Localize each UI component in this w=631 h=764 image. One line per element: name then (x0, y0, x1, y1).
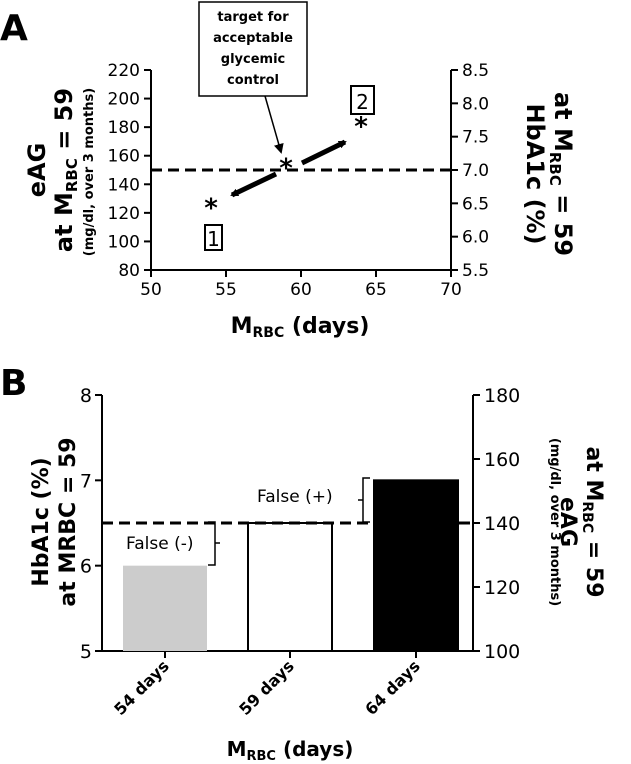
panel-a-y2tick-label: 7.5 (462, 128, 489, 148)
panel-b-y2tick-label: 180 (484, 385, 520, 407)
panel-a-point: * (204, 193, 218, 223)
panel-b-left-ticks: 5 6 7 8 (80, 385, 102, 663)
panel-a-point: * (279, 153, 293, 183)
panel-b-bar (373, 479, 459, 653)
panel-a-ytick-label: 200 (108, 90, 140, 110)
panel-b-bar (247, 522, 333, 652)
panel-a-box-2-label: 2 (356, 90, 369, 114)
panel-a-box-2 (350, 85, 375, 115)
panel-b-ytick-label: 6 (80, 556, 92, 578)
panel-a-ytick-label: 160 (108, 147, 140, 167)
panel-a-ytick-label: 140 (108, 175, 140, 195)
panel-a-y2tick-label: 6.0 (462, 228, 489, 248)
panel-a-ytick-label: 80 (118, 261, 140, 281)
panel-a-target-line1: target for (217, 10, 289, 25)
panel-a-target-box (198, 1, 308, 97)
panel-a-xtick-label: 55 (215, 280, 237, 300)
panel-b-false-negative-bracket (208, 521, 220, 566)
panel-a-ytick-label: 100 (108, 232, 140, 252)
panel-a-arrow-to-1 (230, 171, 278, 198)
panel-a-arrow-to-2 (300, 139, 347, 166)
panel-b-x-ticks: 54 days 59 days 64 days (110, 651, 424, 719)
panel-a-y2tick-label: 8.5 (462, 61, 489, 81)
panel-b-xlabel: MRBC (days) (227, 737, 354, 764)
panel-b-y2tick-label: 100 (484, 641, 520, 663)
panel-b-false-negative-label: False (-) (126, 534, 193, 554)
panel-b-category-label: 64 days (361, 656, 424, 719)
panel-a-y2tick-label: 7.0 (462, 161, 489, 181)
panel-b-y2tick-label: 120 (484, 577, 520, 599)
panel-b-bars (123, 479, 459, 653)
panel-a-ytick-label: 180 (108, 118, 140, 138)
panel-b-right-ticks: 100 120 140 160 180 (473, 385, 520, 663)
panel-a-letter: A (0, 8, 28, 49)
panel-a-y2tick-label: 8.0 (462, 94, 489, 114)
panel-b-ytick-label: 7 (80, 470, 92, 492)
panel-a-y2label-line2: at MRBC = 59 (546, 92, 577, 256)
panel-a-box-1 (204, 224, 223, 251)
panel-a-target-line2: acceptable (213, 31, 293, 46)
panel-a-y2tick-label: 6.5 (462, 194, 489, 214)
panel-a-ylabel-line1: eAG (23, 143, 51, 198)
panel-a-xtick-label: 50 (140, 280, 162, 300)
panel-b-false-positive-label: False (+) (257, 487, 333, 507)
panel-a-left-ticks: 80 100 120 140 160 180 200 220 (108, 61, 151, 281)
panel-b-bar (123, 565, 207, 651)
panel-a-y2label-line1: HbA1c (%) (521, 103, 549, 244)
panel-a-ylabel-line3: (mg/dl, over 3 months) (82, 88, 97, 256)
panel-b-false-positive-bracket (358, 477, 370, 523)
panel-a-target-line4: control (227, 73, 279, 88)
panel-a-target-line3: glycemic (221, 52, 285, 67)
panel-b-letter: B (0, 363, 27, 404)
panel-a-points: * * * (204, 112, 368, 223)
panel-b-y2label-line2: at MRBC = 59 (579, 446, 606, 597)
panel-a-target-arrow (264, 95, 284, 154)
panel-a-xlabel: MRBC (days) (231, 314, 370, 341)
panel-a-ytick-label: 220 (108, 61, 140, 81)
panel-a-box-1-label: 1 (207, 227, 220, 251)
panel-a-ylabel-line2: at MRBC = 59 (50, 88, 81, 252)
panel-b-ytick-label: 5 (80, 641, 92, 663)
panel-a-y2tick-label: 5.5 (462, 261, 489, 281)
panel-b-ylabel-line2: at MRBC = 59 (56, 437, 81, 606)
panel-a-xtick-label: 70 (440, 280, 462, 300)
panel-b-category-label: 59 days (235, 656, 298, 719)
panel-b-ytick-label: 8 (80, 385, 92, 407)
panel-a-x-ticks: 50 55 60 65 70 (140, 270, 462, 300)
panel-b-y2tick-label: 140 (484, 513, 520, 535)
panel-a-xtick-label: 60 (290, 280, 312, 300)
panel-a-ytick-label: 120 (108, 204, 140, 224)
panel-a-ylabel-line2-group: at MRBC = 59 (50, 88, 81, 252)
panel-b-y2label-line1: eAG (555, 497, 580, 547)
panel-b-y2tick-label: 160 (484, 449, 520, 471)
panel-b-category-label: 54 days (110, 656, 173, 719)
panel-a-xtick-label: 65 (365, 280, 387, 300)
panel-b-y2label-line3: (mg/dl, over 3 months) (547, 438, 562, 606)
panel-a-right-ticks: 5.5 6.0 6.5 7.0 7.5 8.0 8.5 (451, 61, 489, 281)
panel-a-left-axis-title: eAG (23, 143, 51, 198)
panel-a-point: * (354, 112, 368, 142)
panel-b-ylabel-line1: HbA1c (%) (29, 457, 54, 586)
